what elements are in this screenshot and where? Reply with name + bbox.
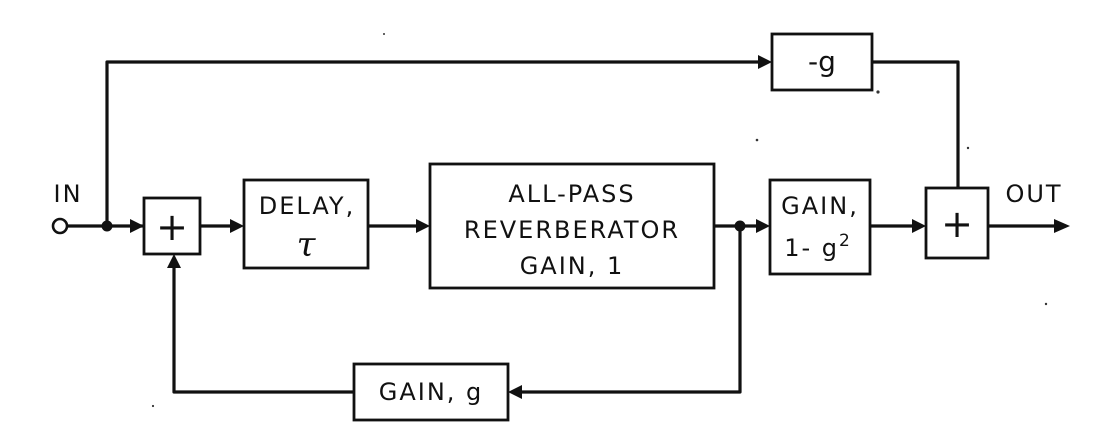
input-terminal: [51, 217, 69, 235]
output-sum-block: +: [924, 186, 990, 260]
speck: [876, 90, 880, 94]
neg-gain-block: -g: [770, 32, 874, 92]
wire-gain-g-to-sum: [172, 258, 356, 394]
arrowhead-output: [1054, 219, 1070, 233]
input-sum-symbol: +: [156, 205, 188, 249]
speck: [383, 33, 385, 35]
input-junction-dot: [101, 220, 113, 232]
output-sum-box: [924, 186, 990, 260]
arrowhead-into-neg-gain: [758, 55, 772, 69]
allpass-label-line3: GAIN, 1: [520, 252, 625, 280]
output-gain-label: GAIN,: [781, 192, 859, 220]
arrowheads: [130, 55, 1070, 399]
output-junction-dot: [734, 220, 746, 232]
delay-tau-symbol: τ: [297, 225, 317, 265]
input-sum-block: +: [142, 196, 202, 256]
wire-neg-gain-to-output-sum: [870, 60, 960, 190]
allpass-reverberator-block: ALL-PASS REVERBERATOR GAIN, 1: [428, 162, 716, 290]
speck: [151, 404, 155, 408]
input-label: IN: [53, 180, 82, 208]
arrowhead-into-out-gain: [756, 219, 770, 233]
feedback-gain-box: [352, 362, 510, 422]
scan-specks: [151, 33, 1048, 408]
input-sum-box: [142, 196, 202, 256]
neg-gain-label: -g: [808, 45, 836, 78]
arrowhead-into-sum: [130, 219, 144, 233]
output-gain-block: GAIN, 1- g2: [768, 178, 872, 276]
speck: [1044, 302, 1048, 306]
arrowhead-into-output-sum: [912, 219, 926, 233]
output-sum-symbol: +: [941, 202, 973, 246]
arrowhead-into-allpass: [416, 219, 430, 233]
arrowhead-feedback-into-sum: [167, 254, 181, 268]
output-gain-formula-exponent: 2: [839, 231, 852, 251]
allpass-label-line2: REVERBERATOR: [464, 216, 680, 244]
wire-feedforward-to-neg-gain: [105, 60, 768, 228]
allpass-box: [428, 162, 716, 290]
speck: [966, 146, 970, 150]
wire-feedback-to-gain-g: [512, 224, 742, 394]
feedback-gain-label: GAIN, g: [379, 378, 484, 406]
arrowhead-into-gain-g: [508, 385, 522, 399]
allpass-label-line1: ALL-PASS: [508, 180, 635, 208]
feedback-gain-block: GAIN, g: [352, 362, 510, 422]
delay-label: DELAY,: [259, 192, 355, 220]
output-label: OUT: [1005, 180, 1062, 208]
delay-box: [242, 178, 370, 270]
neg-gain-box: [770, 32, 874, 92]
arrowhead-into-delay: [230, 219, 244, 233]
output-gain-formula-base: 1- g: [784, 234, 839, 262]
delay-block: DELAY, τ: [242, 178, 370, 270]
output-gain-box: [768, 178, 872, 276]
speck: [755, 138, 759, 142]
output-gain-formula: 1- g2: [784, 231, 852, 262]
